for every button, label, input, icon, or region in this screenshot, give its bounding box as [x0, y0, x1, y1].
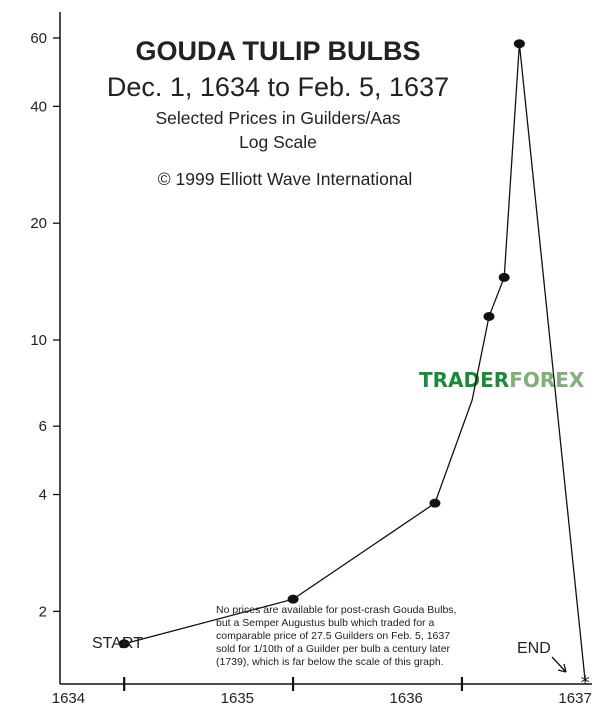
y-axis-ticks: 2 4 6 10 20 40 60 [30, 30, 60, 620]
footnote-line-4: sold for 1/10th of a Guilder per bulb a … [216, 643, 451, 655]
data-point [483, 311, 495, 321]
end-point-star: * [581, 672, 590, 693]
price-line [124, 43, 586, 682]
data-point [118, 639, 130, 649]
x-tick-label: 1637 [558, 690, 591, 707]
data-point [513, 39, 525, 49]
footnote-line-5: (1739), which is far below the scale of … [216, 656, 444, 668]
y-tick-label: 40 [30, 98, 47, 115]
y-tick-label: 60 [30, 30, 47, 47]
footnote-line-1: No prices are available for post-crash G… [216, 604, 456, 616]
watermark-part2: FOREX [509, 368, 585, 392]
end-label: END [517, 640, 551, 657]
footnote-line-3: comparable price of 27.5 Guilders on Feb… [216, 630, 450, 642]
data-point [287, 594, 299, 604]
y-tick-label: 2 [39, 603, 47, 620]
chart-units-label: Selected Prices in Guilders/Aas [155, 108, 400, 128]
price-markers: * [118, 39, 590, 693]
y-tick-label: 4 [39, 487, 47, 504]
x-tick-label: 1636 [390, 690, 423, 707]
watermark: TRADERFOREX [419, 368, 585, 392]
y-tick-label: 10 [30, 332, 47, 349]
y-tick-label: 20 [30, 215, 47, 232]
x-axis-ticks: 1634 1635 1636 1637 [52, 677, 592, 707]
x-tick-label: 1634 [52, 690, 85, 707]
data-point [429, 498, 441, 508]
data-point [498, 272, 510, 282]
x-tick-label: 1635 [221, 690, 254, 707]
footnote: No prices are available for post-crash G… [216, 604, 456, 668]
watermark-part1: TRADER [419, 368, 509, 392]
chart-title: GOUDA TULIP BULBS [135, 36, 420, 66]
start-label: START [92, 635, 143, 652]
footnote-line-2: but a Semper Augustus bulb which traded … [216, 617, 434, 629]
chart-subtitle: Dec. 1, 1634 to Feb. 5, 1637 [107, 72, 449, 102]
end-arrow [551, 656, 567, 673]
chart-scale-label: Log Scale [239, 132, 317, 152]
y-tick-label: 6 [39, 418, 47, 435]
copyright-text: © 1999 Elliott Wave International [158, 169, 412, 189]
